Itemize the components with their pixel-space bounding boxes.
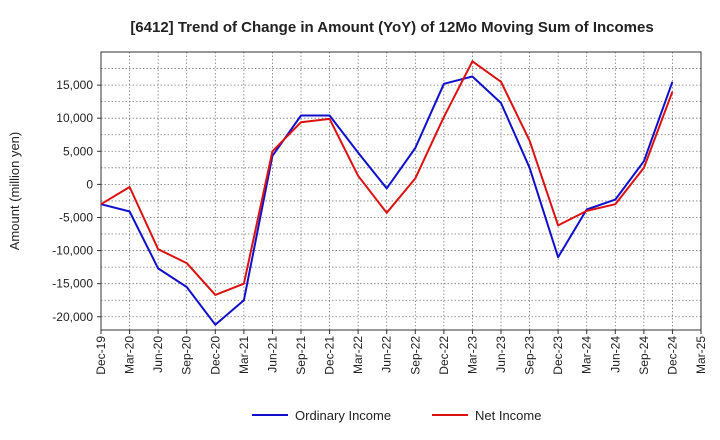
x-tick-label: Sep-24 bbox=[637, 336, 651, 375]
y-tick-label: -10,000 bbox=[52, 244, 93, 258]
x-tick-label: Dec-22 bbox=[437, 336, 451, 375]
x-tick-label: Jun-21 bbox=[265, 336, 279, 373]
x-tick-label: Jun-20 bbox=[151, 336, 165, 373]
x-tick-label: Dec-19 bbox=[94, 336, 108, 375]
plot-background bbox=[101, 52, 701, 330]
x-tick-label: Mar-22 bbox=[351, 336, 365, 374]
legend-label-1: Ordinary Income bbox=[295, 408, 391, 423]
x-tick-label: Dec-20 bbox=[208, 336, 222, 375]
y-axis-label: Amount (million yen) bbox=[7, 132, 22, 251]
x-tick-label: Mar-20 bbox=[123, 336, 137, 374]
plot-frame bbox=[100, 51, 702, 331]
y-tick-label: 5,000 bbox=[63, 144, 93, 158]
y-tick-label: -5,000 bbox=[59, 210, 93, 224]
legend-label-2: Net Income bbox=[475, 408, 541, 423]
x-tick-label: Dec-24 bbox=[665, 336, 679, 375]
y-tick-label: 15,000 bbox=[56, 78, 93, 92]
x-tick-label: Sep-20 bbox=[180, 336, 194, 375]
x-tick-label: Jun-24 bbox=[608, 336, 622, 373]
x-tick-label: Mar-24 bbox=[580, 336, 594, 374]
x-tick-label: Sep-22 bbox=[408, 336, 422, 375]
x-tick-label: Jun-23 bbox=[494, 336, 508, 373]
y-tick-label: -15,000 bbox=[52, 277, 93, 291]
x-tick-label: Mar-25 bbox=[694, 336, 708, 374]
x-tick-label: Jun-22 bbox=[380, 336, 394, 373]
x-tick-label: Mar-21 bbox=[237, 336, 251, 374]
x-tick-label: Dec-21 bbox=[323, 336, 337, 375]
plot-area: -20,000 -15,000 -10,000 -5,000 0 5,000 10,000 1… bbox=[52, 51, 708, 375]
x-tick-label: Dec-23 bbox=[551, 336, 565, 375]
y-tick-label: 10,000 bbox=[56, 111, 93, 125]
x-tick-label: Sep-21 bbox=[294, 336, 308, 375]
x-tick-label: Sep-23 bbox=[523, 336, 537, 375]
series-line-1 bbox=[100, 75, 674, 326]
y-tick-label: 0 bbox=[86, 177, 93, 191]
x-tick-label: Mar-23 bbox=[465, 336, 479, 374]
chart-title: [6412] Trend of Change in Amount (YoY) o… bbox=[130, 19, 653, 36]
y-tick-label: -20,000 bbox=[52, 310, 93, 324]
series-line-2 bbox=[100, 60, 674, 296]
legend: Ordinary Income Net Income bbox=[252, 408, 541, 423]
